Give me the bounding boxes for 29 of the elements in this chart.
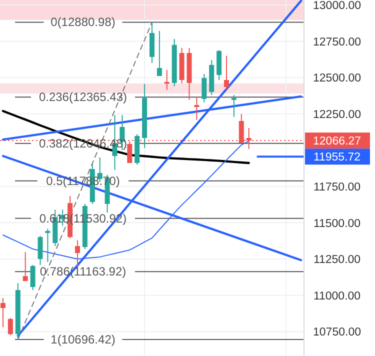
candlestick	[216, 49, 222, 81]
candlestick	[45, 228, 50, 263]
candlestick	[75, 240, 80, 268]
candlestick	[156, 30, 162, 76]
candlestick	[38, 235, 43, 266]
y-tick-label: 12500.00	[313, 72, 361, 85]
candlestick	[202, 73, 207, 103]
candlestick	[150, 22, 154, 64]
y-tick-label: 12750.00	[313, 36, 361, 48]
candlestick	[8, 317, 13, 336]
candlestick	[194, 96, 200, 120]
candlestick	[231, 94, 236, 118]
candlestick	[224, 55, 229, 90]
candlestick	[30, 264, 36, 291]
candlestick	[0, 298, 6, 328]
y-tick-label: 11500.00	[313, 218, 361, 230]
text: 11955.72	[313, 152, 361, 164]
candlestick	[22, 252, 28, 282]
y-tick-label: 13000.00	[313, 0, 361, 12]
ref-line-label: 0.236(12365.43)	[38, 90, 128, 104]
ref-line-label: 1(10696.42)	[50, 332, 116, 347]
text: 12066.27	[313, 136, 361, 148]
y-tick-label: 10750.00	[313, 326, 361, 339]
line-series	[2, 110, 250, 164]
y-tick-label: 11750.00	[313, 181, 361, 194]
y-tick-label: 11000.00	[313, 290, 361, 302]
y-tick-label: 12250.00	[313, 108, 361, 121]
ref-line-label: 0(12880.98)	[50, 15, 116, 30]
y-tick-label: 11250.00	[313, 254, 361, 266]
